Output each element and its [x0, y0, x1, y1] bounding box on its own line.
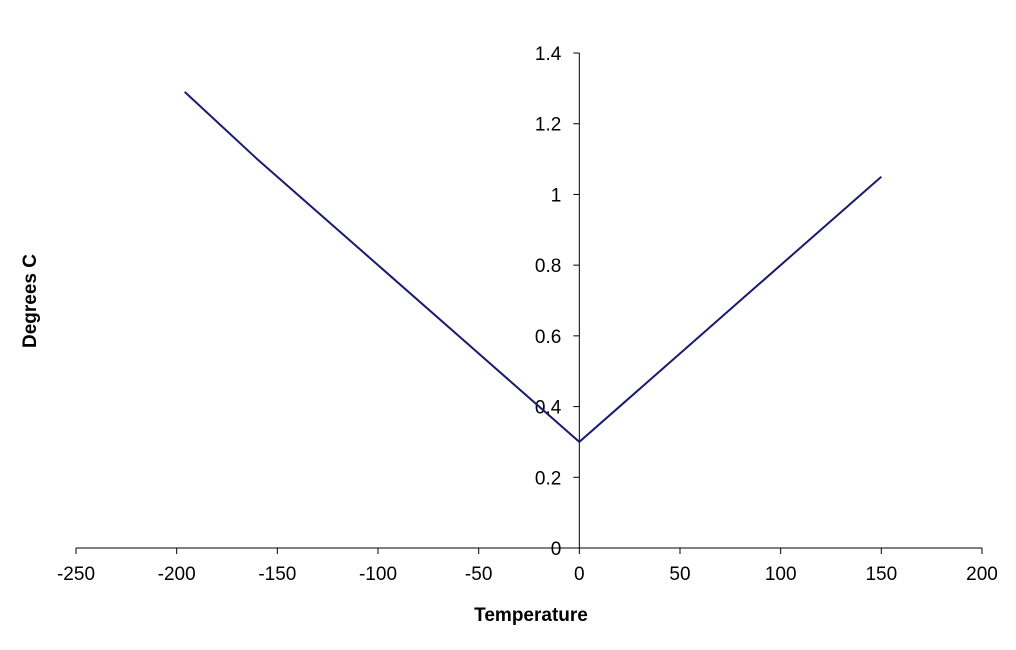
- x-tick-label: -50: [465, 564, 492, 585]
- y-tick-label: 0.4: [535, 398, 562, 419]
- x-tick-label: 50: [669, 564, 690, 585]
- x-axis: -250 -200 -150 -100 -50 0 50 100 150 200: [57, 547, 998, 585]
- y-tick-label: 1.4: [535, 44, 562, 65]
- x-tick-label: 0: [574, 564, 585, 585]
- y-tick-label: 0.6: [535, 327, 561, 348]
- x-tick-label: -200: [158, 564, 196, 585]
- x-tick-label: 200: [966, 564, 998, 585]
- x-tick-label: -150: [258, 564, 296, 585]
- x-tick-label: 100: [765, 564, 797, 585]
- y-axis: 0 0.2 0.4 0.6 0.8 1 1.2 1.4: [535, 44, 580, 560]
- y-tick-label: 0.8: [535, 256, 561, 277]
- y-tick-label: 1.2: [535, 115, 561, 136]
- y-tick-label: 0: [551, 539, 562, 560]
- x-axis-title: Temperature: [474, 605, 588, 626]
- x-tick-label: -250: [57, 564, 95, 585]
- y-tick-label: 1: [551, 185, 562, 206]
- series-line: [184, 91, 882, 444]
- y-tick-label: 0.2: [535, 468, 561, 489]
- x-tick-label: 150: [865, 564, 897, 585]
- y-axis-title: Degrees C: [20, 254, 41, 348]
- x-tick-label: -100: [359, 564, 397, 585]
- series-lines: [184, 91, 882, 444]
